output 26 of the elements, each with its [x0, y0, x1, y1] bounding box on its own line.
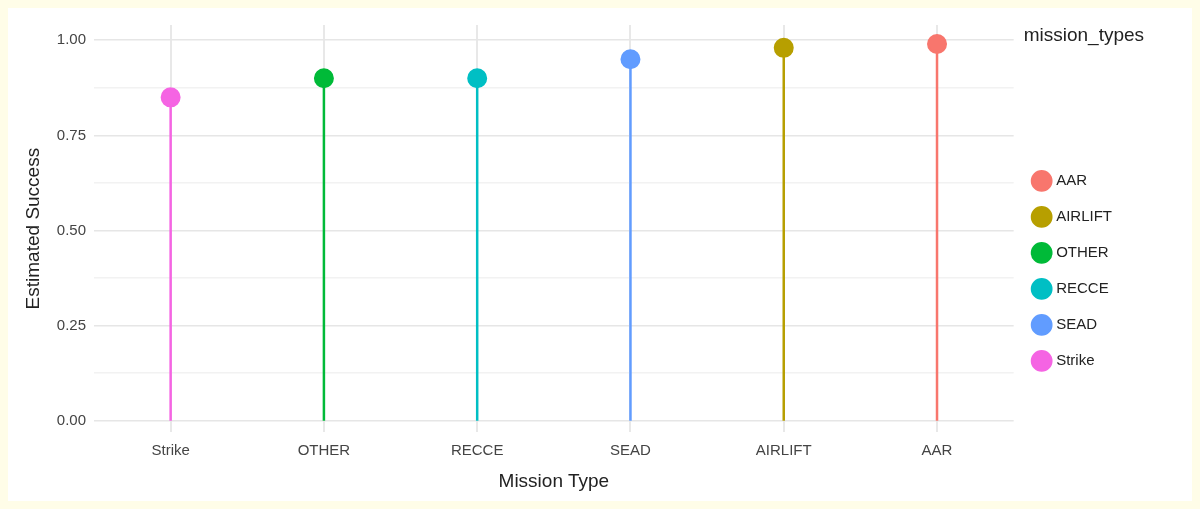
x-tick-label: SEAD — [610, 441, 652, 459]
legend-title: mission_types — [1023, 23, 1145, 46]
y-tick-label: 0.00 — [56, 410, 86, 428]
legend-label: Strike — [1056, 351, 1095, 369]
x-tick-label: RECCE — [450, 441, 504, 459]
x-tick-label: AAR — [921, 441, 953, 459]
point — [620, 49, 641, 70]
y-axis-title: Estimated Success — [21, 147, 43, 310]
legend-label: OTHER — [1056, 243, 1109, 261]
legend-label: SEAD — [1056, 315, 1098, 333]
x-axis-title: Mission Type — [498, 469, 610, 491]
x-tick-label: Strike — [151, 441, 190, 459]
x-tick-label: OTHER — [297, 441, 351, 459]
legend-label: AAR — [1056, 171, 1088, 189]
legend-label: RECCE — [1056, 279, 1109, 297]
point — [773, 37, 794, 58]
point — [160, 87, 181, 108]
y-tick-label: 0.25 — [56, 315, 86, 333]
point — [927, 34, 948, 55]
x-tick-label: AIRLIFT — [755, 441, 812, 459]
point — [467, 68, 488, 89]
y-tick-label: 0.75 — [56, 125, 86, 143]
point — [313, 68, 334, 89]
legend-label: AIRLIFT — [1056, 207, 1112, 225]
y-tick-label: 1.00 — [56, 30, 86, 48]
y-tick-label: 0.50 — [56, 220, 86, 238]
